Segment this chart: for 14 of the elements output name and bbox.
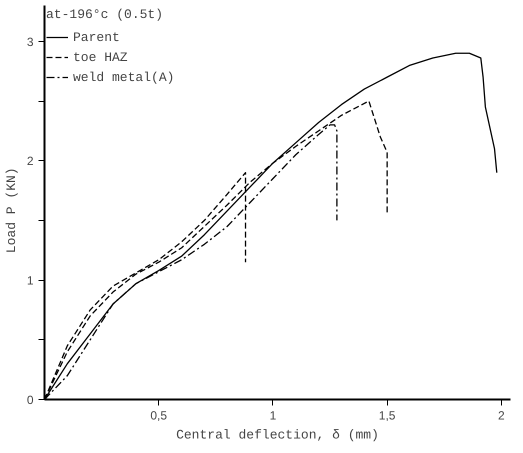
legend-title: at-196°c (0.5t) xyxy=(46,7,164,22)
y-tick-label: 1 xyxy=(26,274,34,288)
legend-label: Parent xyxy=(73,30,120,44)
x-tick-label: 1 xyxy=(270,408,277,422)
y-axis-title: Load P (KN) xyxy=(4,167,19,254)
x-tick-label: 0,5 xyxy=(150,408,168,422)
x-tick-label: 2 xyxy=(498,408,506,422)
y-tick-label: 0 xyxy=(26,393,34,407)
y-tick-label: 3 xyxy=(26,34,34,49)
legend-label: weld metal(A) xyxy=(73,70,174,84)
y-tick-label: 2 xyxy=(26,154,34,168)
x-axis-title: Central deflection, δ (mm) xyxy=(176,428,379,442)
x-tick-label: 1,5 xyxy=(378,408,396,422)
legend-label: toe HAZ xyxy=(73,50,128,64)
